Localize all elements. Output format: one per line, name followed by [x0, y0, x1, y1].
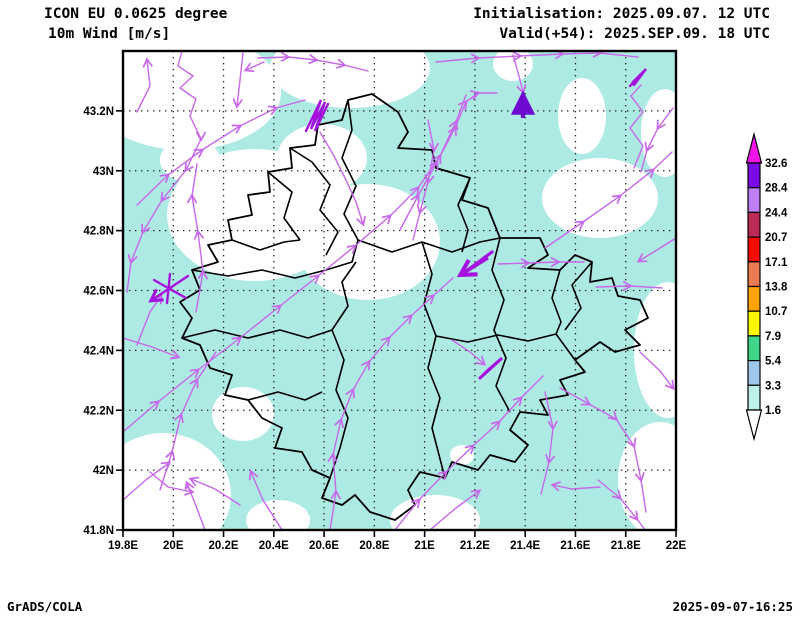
colorbar-box — [747, 236, 761, 263]
x-tick-label: 21.4E — [510, 540, 540, 552]
colorbar-value-label: 24.4 — [765, 207, 788, 219]
x-tick-label: 21.6E — [560, 540, 590, 552]
initialisation-time: Initialisation: 2025.09.07. 12 UTC — [473, 6, 770, 22]
colorbar-over-arrow — [745, 131, 763, 164]
axis-ticks — [116, 110, 677, 537]
valid-time: Valid(+54): 2025.SEP.09. 18 UTC — [499, 26, 770, 42]
x-tick-label: 20.2E — [209, 540, 239, 552]
colorbar-box — [747, 211, 761, 238]
colorbar-box — [747, 162, 761, 189]
creation-timestamp: 2025-09-07-16:25 — [672, 599, 793, 614]
colorbar-box — [747, 261, 761, 288]
grads-credit: GrADS/COLA — [7, 599, 83, 614]
colorbar-value-label: 20.7 — [765, 232, 787, 244]
shading-layer — [123, 51, 676, 530]
colorbar-value-label: 32.6 — [765, 158, 787, 170]
y-tick-label: 42.8N — [83, 226, 114, 238]
x-tick-label: 21.2E — [460, 540, 490, 552]
y-tick-label: 43N — [93, 166, 114, 178]
colorbar-box — [747, 285, 761, 312]
colorbar-box — [747, 360, 761, 386]
colorbar-value-label: 5.4 — [765, 356, 782, 368]
y-tick-label: 42.6N — [83, 286, 114, 298]
colorbar-value-label: 13.8 — [765, 282, 788, 294]
wind-streamlines — [123, 51, 676, 530]
colorbar-labels: 32.6 28.4 24.4 20.7 17.1 13.8 10.7 7.9 5.4 3.3 1.6 — [765, 158, 788, 417]
colorbar-value-label: 10.7 — [765, 306, 787, 318]
zigzag-cluster — [462, 250, 494, 274]
colorbar-value-label: 3.3 — [765, 380, 781, 392]
zigzag-cluster — [478, 356, 504, 380]
colorbar-box — [747, 335, 761, 362]
y-tick-label: 42.2N — [83, 405, 114, 417]
x-tick-label: 20.8E — [359, 540, 389, 552]
axis-labels: 19.8E 20E 20.2E 20.4E 20.6E 20.8E 21E 21.2E 21.4… — [83, 106, 686, 552]
y-tick-label: 42.4N — [83, 345, 114, 357]
x-tick-label: 20.4E — [259, 540, 289, 552]
field-title: 10m Wind [m/s] — [48, 26, 171, 42]
colorbar-legend: 32.6 28.4 24.4 20.7 17.1 13.8 10.7 7.9 5.4 3.3 1.6 — [745, 131, 788, 442]
x-tick-label: 21E — [414, 540, 435, 552]
colorbar-under-arrow — [745, 409, 763, 442]
strong-wind-clusters — [152, 68, 647, 380]
y-tick-label: 41.8N — [83, 525, 114, 537]
zigzag-cluster — [628, 68, 647, 88]
x-tick-label: 21.8E — [611, 540, 641, 552]
zigzag-cluster — [304, 99, 330, 133]
star-cluster — [152, 272, 190, 305]
colorbar-value-label: 28.4 — [765, 183, 788, 195]
colorbar-box — [747, 187, 761, 213]
x-tick-label: 20E — [163, 540, 184, 552]
colorbar-box — [747, 310, 761, 337]
x-tick-label: 22E — [666, 540, 687, 552]
y-tick-label: 42N — [93, 465, 114, 477]
colorbar-box — [747, 384, 761, 411]
colorbar-boxes — [747, 162, 761, 411]
model-title: ICON EU 0.0625 degree — [44, 6, 228, 22]
y-tick-label: 43.2N — [83, 106, 114, 118]
plot-frame — [121, 49, 678, 532]
colorbar-value-label: 17.1 — [765, 257, 788, 269]
x-tick-label: 19.8E — [108, 540, 138, 552]
colorbar-value-label: 1.6 — [765, 405, 781, 417]
x-tick-label: 20.6E — [309, 540, 339, 552]
colorbar-value-label: 7.9 — [765, 331, 781, 343]
